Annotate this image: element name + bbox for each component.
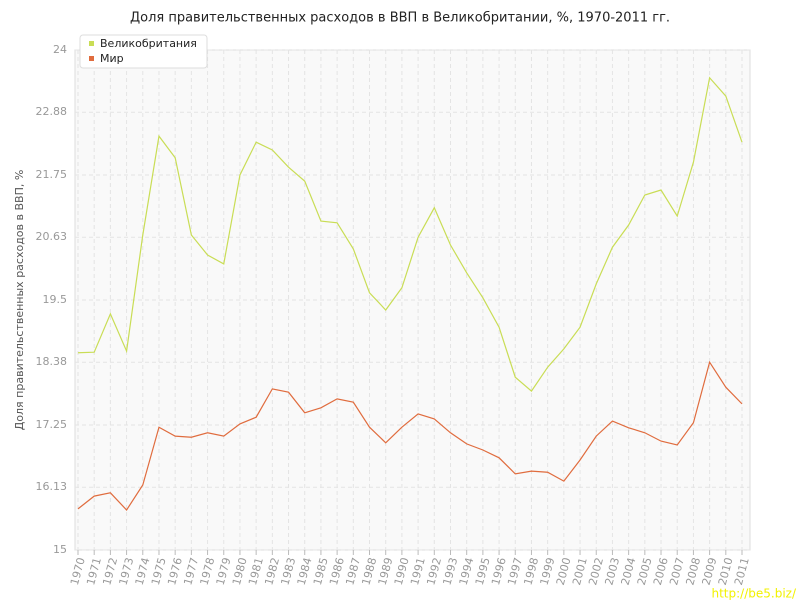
y-tick-label: 20.63 — [36, 230, 68, 243]
y-tick-label: 18.38 — [36, 355, 68, 368]
watermark: http://be5.biz/ — [711, 587, 796, 600]
legend-swatch — [89, 41, 94, 46]
legend-box — [79, 34, 208, 69]
y-tick-label: 21.75 — [36, 168, 68, 181]
chart-title: Доля правительственных расходов в ВВП в … — [130, 11, 670, 26]
y-axis-label: Доля правительственных расходов в ВВП, % — [13, 170, 26, 431]
y-tick-label: 19.5 — [43, 293, 68, 306]
legend-label: Мир — [100, 52, 124, 65]
legend-label: Великобритания — [100, 37, 197, 50]
legend-swatch — [89, 56, 94, 61]
y-tick-label: 22.88 — [36, 105, 68, 118]
series-line — [77, 76, 743, 393]
y-tick-label: 17.25 — [36, 418, 68, 431]
y-tick-label: 24 — [53, 43, 67, 56]
y-tick-label: 15 — [53, 543, 67, 556]
y-tick-label: 16.13 — [36, 480, 68, 493]
series-line — [77, 360, 743, 511]
